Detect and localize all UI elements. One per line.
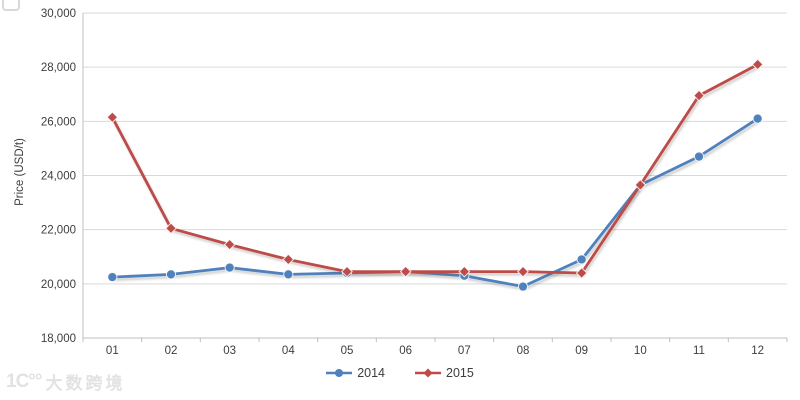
data-point-2015: [223, 238, 236, 251]
data-point-2014: [693, 151, 705, 162]
x-tick-label: 03: [223, 345, 236, 357]
x-tick-label: 12: [751, 345, 764, 357]
data-point-2015: [693, 89, 705, 102]
data-point-2015: [458, 265, 471, 278]
series-line-2014: [112, 117, 759, 288]
x-tick-label: 08: [517, 345, 530, 357]
series-shadow: [113, 120, 760, 291]
x-tick-label: 10: [634, 345, 647, 357]
data-point-2015: [634, 179, 647, 191]
x-tick-label: 01: [106, 345, 119, 357]
y-tick-label: 22,000: [41, 225, 76, 237]
data-point-2014: [752, 113, 763, 124]
x-tick-label: 02: [165, 345, 178, 357]
series-shadow: [112, 65, 760, 277]
chart-legend: 2014 2015: [0, 362, 800, 384]
x-tick-label: 04: [282, 345, 295, 357]
data-point-2014: [165, 269, 177, 280]
legend-marker-2015-icon: [415, 368, 441, 378]
legend-item-2014: 2014: [326, 366, 385, 380]
data-point-2014: [517, 281, 529, 292]
y-tick-label: 20,000: [41, 279, 76, 291]
data-point-2015: [165, 222, 177, 235]
data-point-2014: [224, 262, 235, 273]
data-point-2014: [283, 269, 294, 280]
x-tick-label: 07: [458, 345, 471, 357]
y-tick-label: 24,000: [41, 171, 76, 183]
y-tick-label: 18,000: [41, 333, 76, 345]
x-tick-label: 05: [341, 345, 354, 357]
legend-marker-2014-icon: [326, 369, 353, 377]
x-tick-label: 11: [693, 345, 705, 357]
corner-ui-fragment: [2, 0, 20, 11]
legend-label-2015: 2015: [446, 366, 474, 380]
data-point-2015: [106, 111, 119, 124]
data-point-2014: [107, 271, 118, 283]
data-point-2015: [341, 265, 353, 278]
legend-label-2014: 2014: [357, 366, 385, 380]
y-tick-label: 30,000: [41, 8, 76, 20]
legend-item-2015: 2015: [415, 366, 474, 380]
data-point-2015: [399, 265, 412, 278]
x-tick-label: 09: [575, 345, 588, 357]
watermark: 1C°° 大数跨境: [6, 369, 125, 394]
data-point-2014: [576, 254, 587, 265]
data-point-2015: [575, 267, 588, 279]
y-tick-label: 26,000: [41, 116, 76, 128]
data-point-2015: [751, 58, 764, 71]
watermark-logo-icon: 1C°°: [6, 370, 42, 392]
price-line-chart: 18,000 20,000 22,000 24,000 26,000 28,000 30,0…: [41, 8, 788, 357]
series-line-2015: [111, 63, 759, 275]
y-tick-label: 28,000: [41, 62, 76, 74]
data-point-2015: [282, 253, 295, 266]
data-point-2015: [517, 265, 529, 278]
watermark-text: 大数跨境: [45, 374, 126, 393]
x-tick-label: 06: [399, 345, 412, 357]
